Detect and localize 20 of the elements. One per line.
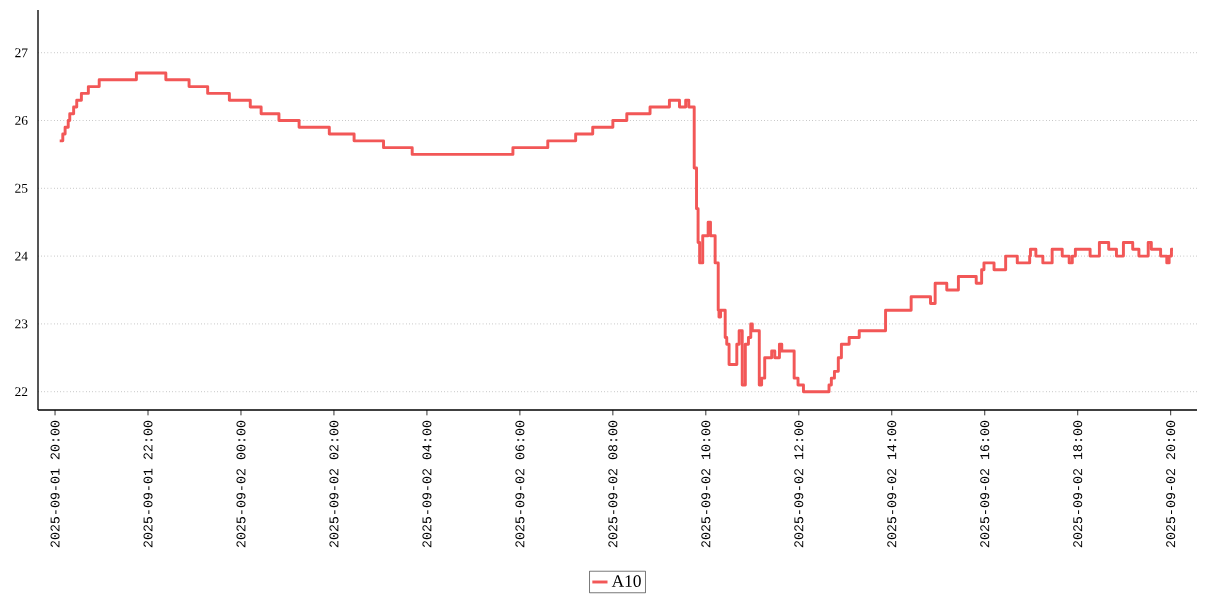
x-tick-label: 2025-09-02 12:00 [794, 420, 804, 548]
y-tick-label: 26 [15, 116, 28, 125]
x-tick-label: 2025-09-02 04:00 [422, 420, 432, 548]
x-tick-label: 2025-09-02 02:00 [329, 420, 339, 548]
x-tick-label: 2025-09-02 14:00 [887, 420, 897, 548]
x-tick-label: 2025-09-02 18:00 [1073, 420, 1083, 548]
legend-label: A10 [611, 575, 641, 587]
y-tick-label: 24 [15, 251, 28, 261]
y-tick-label: 22 [15, 387, 28, 397]
x-tick-label: 2025-09-02 00:00 [236, 420, 246, 548]
x-tick-label: 2025-09-02 10:00 [701, 420, 711, 548]
y-tick-label: 23 [15, 319, 28, 329]
x-tick-label: 2025-09-01 20:00 [50, 420, 60, 548]
x-tick-label: 2025-09-02 20:00 [1166, 420, 1176, 548]
x-tick-label: 2025-09-02 16:00 [980, 420, 990, 548]
y-tick-label: 25 [15, 183, 28, 193]
y-tick-label: 27 [15, 48, 28, 58]
x-tick-label: 2025-09-01 22:00 [143, 420, 153, 548]
x-tick-label: 2025-09-02 08:00 [608, 420, 618, 548]
x-tick-label: 2025-09-02 06:00 [515, 420, 525, 548]
